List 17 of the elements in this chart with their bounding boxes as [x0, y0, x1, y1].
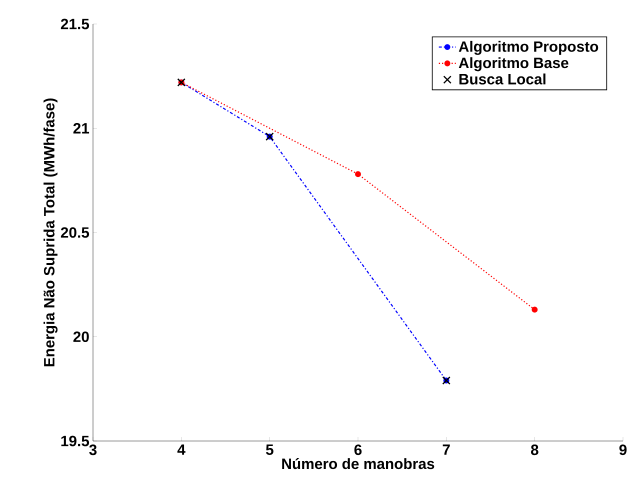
legend-label: Algoritmo Proposto: [458, 40, 598, 55]
y-tick-label: 21: [73, 123, 90, 134]
x-tick-label: 5: [266, 444, 274, 455]
x-axis-title: Número de manobras: [282, 458, 434, 470]
y-tick-label: 20.5: [60, 227, 90, 238]
x-tick-label: 4: [177, 444, 186, 455]
x-tick-label: 3: [89, 444, 97, 456]
legend-label: Algoritmo Base: [458, 57, 568, 72]
y-axis-title: Energia Não Suprida Total (MWh/fase): [44, 98, 58, 366]
x-tick-label: 7: [442, 444, 450, 455]
y-tick-label: 21.5: [60, 18, 90, 30]
legend-label: Busca Local: [459, 74, 546, 84]
y-tick-label: 19.5: [61, 436, 90, 446]
x-tick-label: 9: [619, 444, 627, 456]
x-tick-label: 8: [530, 444, 538, 456]
y-tick-label: 20: [73, 331, 89, 342]
x-tick-label: 6: [354, 444, 362, 456]
